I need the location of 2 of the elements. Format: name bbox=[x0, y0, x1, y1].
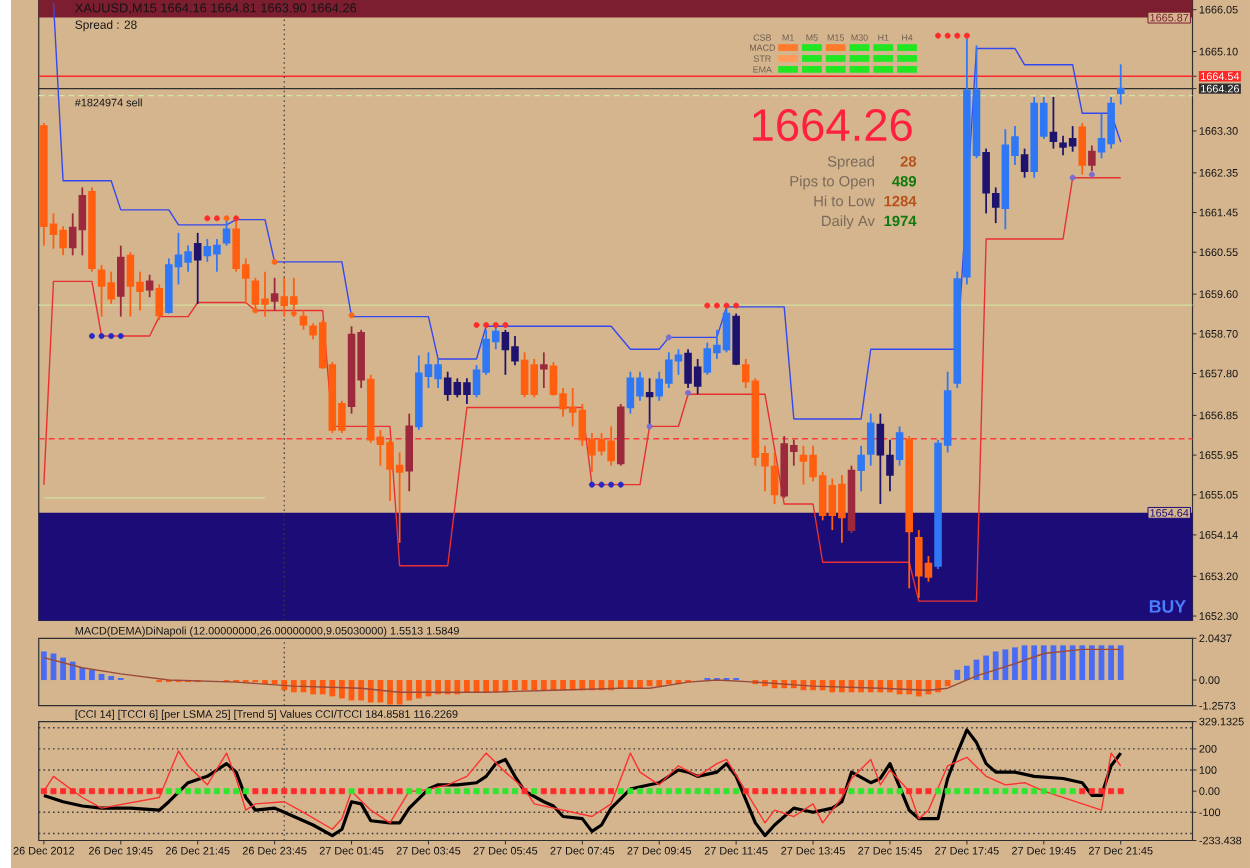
annotation: BUY bbox=[1149, 600, 1186, 613]
annotation: 1664.26 bbox=[753, 108, 912, 142]
